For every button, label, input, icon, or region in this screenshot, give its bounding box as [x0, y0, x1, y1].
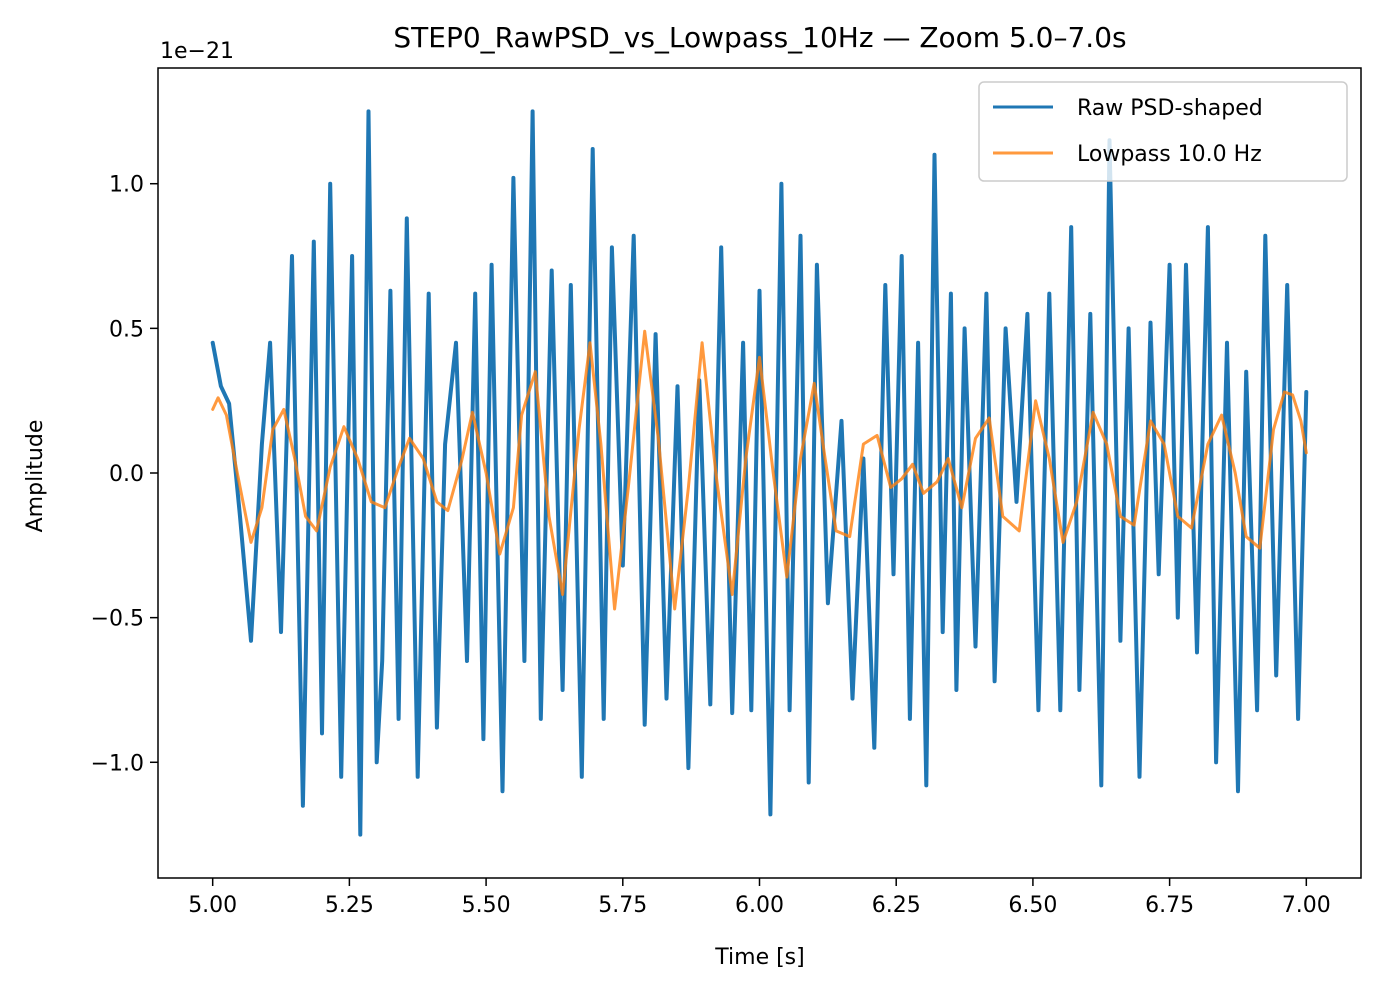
x-axis-label: Time [s] [714, 945, 804, 970]
x-tick-label: 5.25 [325, 893, 374, 918]
y-axis-ticks: −1.0 −0.5 0.0 0.5 1.0 [91, 173, 158, 776]
series-line-lowpass-10hz [211, 329, 1308, 611]
x-tick-label: 6.50 [1008, 893, 1057, 918]
y-tick-label: −1.0 [91, 751, 144, 776]
y-axis-label: Amplitude [23, 420, 48, 533]
legend-label-lowpass: Lowpass 10.0 Hz [1077, 142, 1262, 167]
y-tick-label: −0.5 [91, 607, 144, 632]
legend-label-raw: Raw PSD-shaped [1077, 96, 1263, 121]
y-tick-label: 0.0 [109, 462, 144, 487]
x-axis-ticks: 5.00 5.25 5.50 5.75 6.00 6.25 6.50 6.75 7.00 [188, 878, 1331, 918]
y-tick-label: 0.5 [109, 317, 144, 342]
x-tick-label: 5.00 [188, 893, 237, 918]
x-tick-label: 5.50 [462, 893, 511, 918]
x-tick-label: 7.00 [1282, 893, 1331, 918]
y-tick-label: 1.0 [109, 173, 144, 198]
y-offset-label: 1e−21 [160, 39, 234, 64]
x-tick-label: 6.25 [872, 893, 921, 918]
chart-title: STEP0_RawPSD_vs_Lowpass_10Hz — Zoom 5.0–… [393, 21, 1126, 54]
x-tick-label: 5.75 [598, 893, 647, 918]
x-tick-label: 6.00 [735, 893, 784, 918]
x-tick-label: 6.75 [1145, 893, 1194, 918]
legend-frame [978, 81, 1348, 182]
series-layer [210, 109, 1309, 837]
series-line-raw-psd-shaped [210, 109, 1309, 837]
legend: Raw PSD-shaped Lowpass 10.0 Hz [978, 81, 1348, 182]
